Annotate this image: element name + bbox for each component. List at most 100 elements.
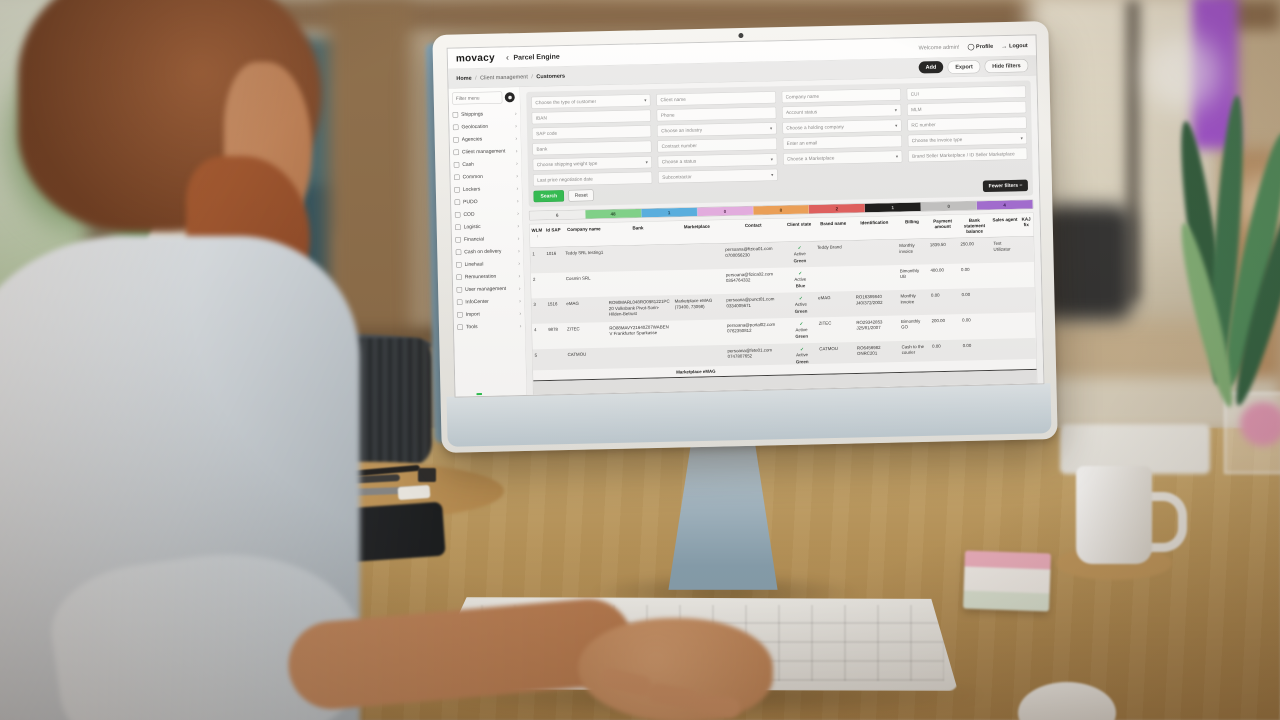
column-header-wlm[interactable]: WLM↕ <box>531 227 543 239</box>
filter-column-3: Company name Account status ▾ Choose a hold… <box>781 88 903 180</box>
filter-phone[interactable]: Phone <box>656 106 777 122</box>
column-header-company-name[interactable]: Company name <box>567 226 601 233</box>
chevron-right-icon: › <box>515 135 518 142</box>
eraser <box>397 484 431 501</box>
filter-bank[interactable]: Bank <box>532 140 652 156</box>
filter-rc-number[interactable]: RC number <box>907 116 1027 132</box>
users-icon <box>453 149 460 156</box>
cell-balance: 250.00 <box>960 241 974 247</box>
status-legend-segment[interactable]: 48 <box>585 208 642 219</box>
back-chevron-icon[interactable]: ‹ <box>505 52 510 63</box>
sidebar-collapse-button[interactable] <box>504 92 515 103</box>
cell-bank <box>606 270 672 297</box>
logout-icon: → <box>1001 42 1008 50</box>
filter-brand-seller-marketplace-id-seller-marketplace[interactable]: Brand Seller Marketplace / ID Seller Mar… <box>907 147 1028 163</box>
chevron-down-icon: ▾ <box>895 122 898 128</box>
column-header-sales-agent[interactable]: Sales agent <box>992 216 1018 223</box>
column-header-contact[interactable]: Contact <box>744 222 762 228</box>
filter-contract-number[interactable]: Contract number <box>657 137 777 153</box>
chevron-right-icon: › <box>517 210 519 217</box>
filter-choose-the-invoice-type[interactable]: Choose the invoice type ▾ <box>907 132 1027 147</box>
customers-table: WLM↕ Id SAP Company name Bank Marketplace Con… <box>529 212 1038 395</box>
user-gear-icon <box>456 286 463 293</box>
breadcrumb-customers[interactable]: Customers <box>536 73 566 80</box>
sidebar-item-label: Common <box>462 173 483 180</box>
status-legend-segment[interactable]: 1 <box>641 207 698 218</box>
status-legend-segment[interactable]: 8 <box>753 205 810 215</box>
chevron-right-icon: › <box>517 222 520 229</box>
column-header-marketplace[interactable]: Marketplace <box>683 223 710 230</box>
filter-cui[interactable]: CUI <box>906 85 1026 101</box>
cell-balance: 0.00 <box>960 266 970 273</box>
column-header-client-state[interactable]: Client state <box>786 221 812 228</box>
fewer-filters-button[interactable]: Fewer filters − <box>983 179 1029 193</box>
filter-account-status[interactable]: Account status ▾ <box>781 103 902 119</box>
filter-iban[interactable]: IBAN <box>531 109 651 125</box>
cell-kaj <box>1021 287 1036 313</box>
column-header-bank-statement-balance[interactable]: Bank statement balance <box>963 217 986 234</box>
filter-choose-an-industry[interactable]: Choose an industry ▾ <box>657 122 777 137</box>
status-legend-segment[interactable]: 2 <box>809 203 866 214</box>
chevron-down-icon: ▾ <box>644 97 647 103</box>
column-header-bank[interactable]: Bank <box>632 225 644 231</box>
hide-filters-button[interactable]: Hide filters <box>984 59 1029 74</box>
filter-enter-an-email[interactable]: Enter an email <box>782 134 902 150</box>
column-header-billing[interactable]: Billing <box>905 219 919 225</box>
profile-button[interactable]: Profile <box>967 43 993 51</box>
status-legend-segment[interactable]: 0 <box>920 201 978 211</box>
status-legend-segment[interactable]: 0 <box>697 206 754 217</box>
filter-choose-a-holding-company[interactable]: Choose a holding company ▾ <box>782 119 902 135</box>
package-icon <box>452 111 459 118</box>
status-legend-segment[interactable]: 4 <box>976 199 1033 210</box>
column-header-identification[interactable]: Identification <box>860 219 889 226</box>
cell-company: Cosmin SRL <box>565 275 591 282</box>
filter-subcontractor[interactable]: Subcontractor ▾ <box>658 168 778 184</box>
filter-client-name[interactable]: Client name <box>656 91 776 106</box>
filter-choose-a-status[interactable]: Choose a status ▾ <box>657 153 778 168</box>
column-header-kaj-fix[interactable]: KAJ fix <box>1021 216 1031 228</box>
bokeh-highlight <box>1145 35 1220 110</box>
cell-bank: RO90MARL048RO0981221PC20 Volksbank Pivot… <box>608 298 670 317</box>
sidebar-item-tools[interactable]: Tools › <box>457 320 522 334</box>
filter-sap-code[interactable]: SAP code <box>531 125 652 140</box>
filter-choose-the-type-of-customer[interactable]: Choose the type of customer ▾ <box>531 94 651 109</box>
column-header-brand-name[interactable]: Brand name <box>820 220 847 227</box>
cell-marketplace: Marketplace eMAG <box>676 368 716 375</box>
cell-amount: 200.00 <box>931 317 946 324</box>
sidebar-item-label: Client management <box>461 148 506 155</box>
filter-placeholder: Enter an email <box>786 140 818 147</box>
column-header-payment-amount[interactable]: Payment amount <box>933 218 953 230</box>
add-button[interactable]: Add <box>918 60 944 74</box>
table-body: 1 1016 Teddy SRL testing1 persoana@fizica01… <box>530 236 1037 371</box>
movacy-logo[interactable]: movacy <box>455 51 496 64</box>
breadcrumb-home[interactable]: Home <box>456 75 472 82</box>
status-legend-segment[interactable]: 6 <box>529 210 586 220</box>
filter-mlm[interactable]: MLM <box>906 101 1027 116</box>
filter-choose-a-marketplace[interactable]: Choose a Marketplace ▾ <box>782 150 903 166</box>
column-header-id-sap[interactable]: Id SAP <box>545 227 561 233</box>
filter-last-price-negotiation-date[interactable]: Last price negotiation date <box>533 171 653 187</box>
binder-clip <box>418 468 436 482</box>
sidebar-item-label: COD <box>463 211 475 218</box>
export-button[interactable]: Export <box>947 60 981 74</box>
filter-placeholder: CUI <box>910 91 919 97</box>
reset-button[interactable]: Reset <box>568 189 594 202</box>
breadcrumb-client-management[interactable]: Client management <box>480 73 528 81</box>
filter-choose-shipping-weight-type[interactable]: Choose shipping weight type ▾ <box>532 156 653 171</box>
logout-button[interactable]: → Logout <box>1001 42 1028 50</box>
cell-n: 1 <box>532 251 535 257</box>
cash-icon <box>453 161 460 168</box>
filter-placeholder: Brand Seller Marketplace / ID Seller Mar… <box>912 151 1015 159</box>
cell-sap <box>545 273 564 299</box>
cell-sap: 1016 <box>546 250 557 257</box>
cell-brand: eMAG <box>818 295 831 301</box>
search-button[interactable]: Search <box>533 190 565 203</box>
app-body: Shippings › Geolocation › Agencies › Client ma… <box>448 75 1044 397</box>
sidebar-item-label: Lockers <box>462 186 481 193</box>
info-icon <box>456 299 463 306</box>
building-icon <box>453 136 459 143</box>
sidebar-search-input[interactable] <box>452 91 503 105</box>
filter-company-name[interactable]: Company name <box>781 88 901 104</box>
status-legend-segment[interactable]: 1 <box>864 202 922 213</box>
